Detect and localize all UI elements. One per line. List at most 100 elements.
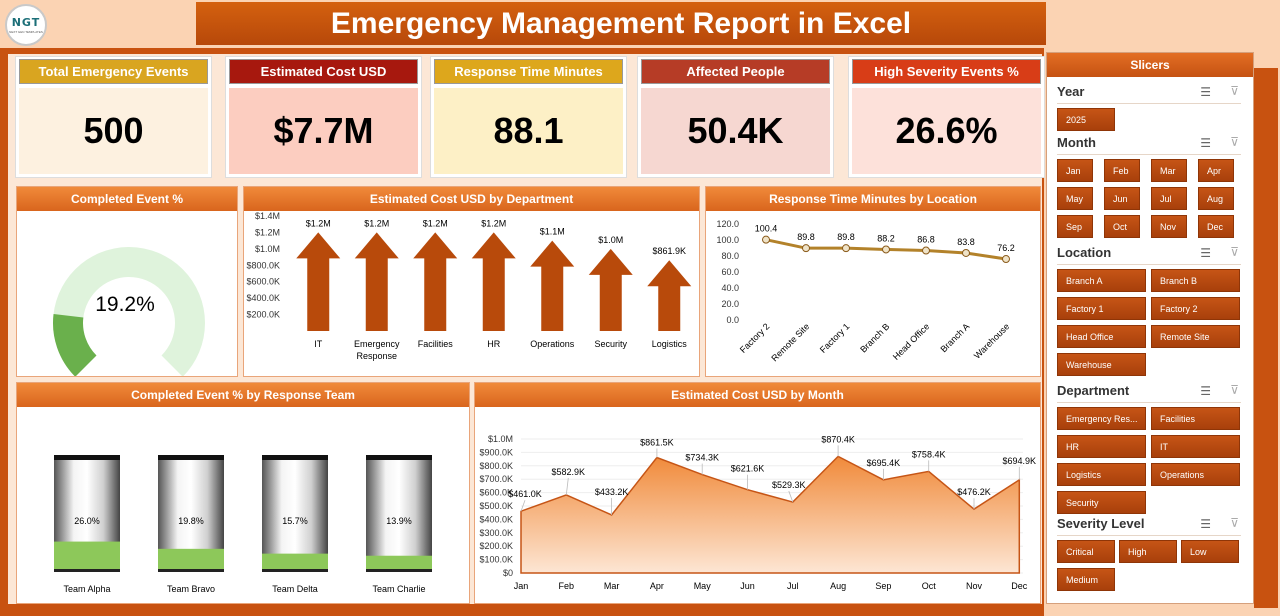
y-tick-label: $900.0K [479, 447, 513, 457]
data-label: $1.2M [364, 218, 389, 228]
x-tick-label: Facilities [418, 339, 454, 349]
x-tick-label: Team Charlie [372, 584, 425, 594]
x-tick-label: Team Alpha [63, 584, 110, 594]
slicer-month-item[interactable]: Feb [1104, 159, 1140, 182]
slicer-month-item[interactable]: Sep [1057, 215, 1093, 238]
kpi-value: 500 [19, 88, 208, 174]
slicer-month-item[interactable]: Mar [1151, 159, 1187, 182]
response-point [882, 245, 890, 254]
slicer-department-label: Department [1057, 383, 1130, 398]
team-bar-cap [366, 455, 432, 460]
leader-line [565, 477, 569, 495]
slicer-severity-item[interactable]: Low [1181, 540, 1239, 563]
completed-by-team-card: Completed Event % by Response Team 26.0%… [16, 382, 470, 604]
slicer-department-item[interactable]: HR [1057, 435, 1146, 458]
slicer-department-item[interactable]: Logistics [1057, 463, 1146, 486]
x-tick-label: Mar [604, 581, 620, 591]
slicer-severity-item[interactable]: Critical [1057, 540, 1115, 563]
x-tick-label: Warehouse [972, 321, 1011, 360]
y-tick-label: $0 [503, 568, 513, 578]
slicer-department-item[interactable]: Emergency Res... [1057, 407, 1146, 430]
slicer-year-item[interactable]: 2025 [1057, 108, 1115, 131]
response-point [1002, 255, 1010, 264]
slicer-month-item[interactable]: Oct [1104, 215, 1140, 238]
slicer-location-item[interactable]: Factory 2 [1151, 297, 1240, 320]
slicer-severity-item[interactable]: Medium [1057, 568, 1115, 591]
kpi-response-time: Response Time Minutes 88.1 [430, 56, 627, 178]
y-tick-label: $800.0K [479, 461, 513, 471]
x-tick-label: Branch A [939, 321, 972, 354]
slicer-divider [1057, 535, 1241, 536]
x-tick-label: Feb [559, 581, 575, 591]
slicer-location-item[interactable]: Branch B [1151, 269, 1240, 292]
data-label: 86.8 [917, 235, 935, 245]
data-label: $476.2K [957, 487, 991, 497]
slicer-department-item[interactable]: IT [1151, 435, 1240, 458]
slicer-month-item[interactable]: Jun [1104, 187, 1140, 210]
cost-by-department-card: Estimated Cost USD by Department $200.0K… [243, 186, 700, 377]
data-label: $861.9K [652, 246, 686, 256]
department-bar [588, 248, 633, 331]
slicer-location-item[interactable]: Branch A [1057, 269, 1146, 292]
multi-select-icon[interactable]: ☰ [1200, 246, 1211, 260]
slicer-location-item[interactable]: Remote Site [1151, 325, 1240, 348]
data-label: $1.0M [598, 235, 623, 245]
response-point [762, 235, 770, 244]
department-bar [296, 232, 341, 331]
team-bar-track [262, 455, 328, 572]
team-bar-base [158, 569, 224, 572]
data-label: 13.9% [386, 516, 412, 526]
slicer-month-label: Month [1057, 135, 1096, 150]
team-bar-fill [262, 553, 328, 572]
x-tick-label: Remote Site [769, 321, 811, 363]
slicer-month-item[interactable]: Jul [1151, 187, 1187, 210]
multi-select-icon[interactable]: ☰ [1200, 517, 1211, 531]
gauge-chart: 19.2% [53, 246, 205, 376]
data-label: $529.3K [772, 480, 806, 490]
slicer-month-item[interactable]: Nov [1151, 215, 1187, 238]
y-tick-label: $600.0K [479, 488, 513, 498]
response-by-location-chart: 0.0 20.0 40.0 60.0 80.0 100.0 120.0 100.4 Factor… [716, 219, 1015, 363]
slicer-month-item[interactable]: Aug [1198, 187, 1234, 210]
slicer-divider [1057, 402, 1241, 403]
kpi-label: Estimated Cost USD [229, 59, 418, 84]
logo-text: NGT [11, 16, 41, 29]
data-label: 83.8 [957, 237, 975, 247]
y-tick-label: $600.0K [246, 277, 280, 287]
clear-filter-icon[interactable]: ⊽ [1230, 135, 1239, 149]
x-tick-label: Branch B [858, 321, 891, 354]
y-tick-label: 120.0 [716, 219, 739, 229]
multi-select-icon[interactable]: ☰ [1200, 384, 1211, 398]
slicer-severity: Severity Level ☰ ⊽ Critical High Low Medium [1047, 516, 1253, 596]
slicer-department-item[interactable]: Security [1057, 491, 1146, 514]
team-bar-track [366, 455, 432, 572]
data-label: 76.2 [997, 243, 1015, 253]
clear-filter-icon[interactable]: ⊽ [1230, 516, 1239, 530]
slicer-month-item[interactable]: May [1057, 187, 1093, 210]
slicer-severity-item[interactable]: High [1119, 540, 1177, 563]
slicer-month-item[interactable]: Dec [1198, 215, 1234, 238]
team-bar-fill [54, 541, 120, 572]
response-by-location-card: Response Time Minutes by Location 0.0 20.… [705, 186, 1041, 377]
data-label: $1.2M [423, 218, 448, 228]
team-bar-fill [158, 548, 224, 572]
multi-select-icon[interactable]: ☰ [1200, 85, 1211, 99]
slicer-location-item[interactable]: Factory 1 [1057, 297, 1146, 320]
kpi-estimated-cost: Estimated Cost USD $7.7M [225, 56, 422, 178]
x-tick-label: Security [594, 339, 627, 349]
slicer-month-item[interactable]: Jan [1057, 159, 1093, 182]
y-tick-label: $400.0K [479, 514, 513, 524]
x-tick-label: Aug [830, 581, 846, 591]
slicer-department-item[interactable]: Operations [1151, 463, 1240, 486]
kpi-value: 26.6% [852, 88, 1041, 174]
slicer-location-item[interactable]: Head Office [1057, 325, 1146, 348]
clear-filter-icon[interactable]: ⊽ [1230, 383, 1239, 397]
clear-filter-icon[interactable]: ⊽ [1230, 84, 1239, 98]
clear-filter-icon[interactable]: ⊽ [1230, 245, 1239, 259]
slicer-location-item[interactable]: Warehouse [1057, 353, 1146, 376]
slicer-month-item[interactable]: Apr [1198, 159, 1234, 182]
department-bar [647, 260, 692, 331]
slicer-department-item[interactable]: Facilities [1151, 407, 1240, 430]
multi-select-icon[interactable]: ☰ [1200, 136, 1211, 150]
response-by-location-title: Response Time Minutes by Location [706, 187, 1040, 211]
